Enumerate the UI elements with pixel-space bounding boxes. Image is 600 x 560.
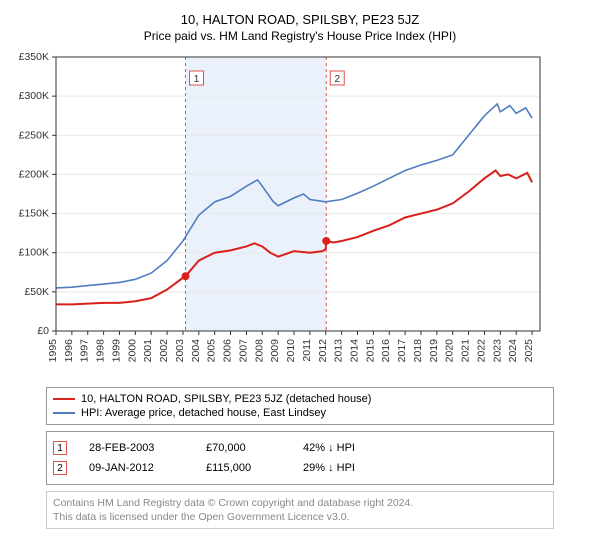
svg-text:2001: 2001 [142, 339, 154, 363]
transaction-price: £115,000 [206, 462, 281, 474]
svg-text:2009: 2009 [269, 339, 281, 363]
license-line: This data is licensed under the Open Gov… [53, 510, 547, 524]
transaction-date: 09-JAN-2012 [89, 462, 184, 474]
transaction-date: 28-FEB-2003 [89, 442, 184, 454]
svg-text:2013: 2013 [333, 339, 345, 363]
transaction-marker-badge: 1 [53, 441, 67, 455]
page-title: 10, HALTON ROAD, SPILSBY, PE23 5JZ [10, 12, 590, 27]
legend-item: HPI: Average price, detached house, East… [53, 406, 547, 420]
svg-text:2016: 2016 [380, 339, 392, 363]
svg-text:2018: 2018 [412, 339, 424, 363]
svg-text:£350K: £350K [19, 51, 49, 63]
svg-text:1997: 1997 [79, 339, 91, 363]
svg-text:2021: 2021 [460, 339, 472, 363]
transaction-row: 1 28-FEB-2003 £70,000 42% ↓ HPI [53, 438, 547, 458]
svg-text:1996: 1996 [63, 339, 75, 363]
svg-text:2023: 2023 [491, 339, 503, 363]
transaction-delta: 29% ↓ HPI [303, 462, 393, 474]
svg-text:2022: 2022 [475, 339, 487, 363]
svg-text:2020: 2020 [444, 339, 456, 363]
svg-text:1999: 1999 [110, 339, 122, 363]
svg-text:2008: 2008 [253, 339, 265, 363]
legend-label: 10, HALTON ROAD, SPILSBY, PE23 5JZ (deta… [81, 393, 371, 405]
svg-text:2011: 2011 [301, 339, 313, 362]
legend: 10, HALTON ROAD, SPILSBY, PE23 5JZ (deta… [46, 387, 554, 425]
chart-container: £0 £50K £100K £150K £200K £250K £300K £350K 1995… [10, 51, 590, 381]
svg-text:£300K: £300K [19, 90, 49, 102]
page-subtitle: Price paid vs. HM Land Registry's House … [10, 29, 590, 43]
transaction-row: 2 09-JAN-2012 £115,000 29% ↓ HPI [53, 458, 547, 478]
svg-text:2017: 2017 [396, 339, 408, 363]
svg-text:£150K: £150K [19, 208, 49, 220]
svg-text:2006: 2006 [222, 339, 234, 363]
license-notice: Contains HM Land Registry data © Crown c… [46, 491, 554, 529]
legend-swatch [53, 412, 75, 414]
price-chart: £0 £50K £100K £150K £200K £250K £300K £350K 1995… [10, 51, 550, 381]
svg-text:2010: 2010 [285, 339, 297, 363]
svg-text:2005: 2005 [206, 339, 218, 363]
svg-text:2: 2 [334, 74, 340, 85]
svg-text:£250K: £250K [19, 129, 49, 141]
transaction-marker-badge: 2 [53, 461, 67, 475]
svg-text:2014: 2014 [349, 339, 361, 363]
svg-text:2015: 2015 [364, 339, 376, 363]
svg-text:2025: 2025 [523, 339, 535, 363]
svg-text:2007: 2007 [237, 339, 249, 363]
svg-text:2019: 2019 [428, 339, 440, 363]
transaction-price: £70,000 [206, 442, 281, 454]
svg-text:1998: 1998 [95, 339, 107, 363]
transaction-delta: 42% ↓ HPI [303, 442, 393, 454]
license-line: Contains HM Land Registry data © Crown c… [53, 496, 547, 510]
legend-swatch [53, 398, 75, 400]
svg-text:2002: 2002 [158, 339, 170, 363]
svg-text:2000: 2000 [126, 339, 138, 363]
legend-item: 10, HALTON ROAD, SPILSBY, PE23 5JZ (deta… [53, 392, 547, 406]
svg-text:£0: £0 [37, 325, 49, 337]
svg-text:1995: 1995 [47, 339, 59, 363]
svg-text:2012: 2012 [317, 339, 329, 363]
transactions-table: 1 28-FEB-2003 £70,000 42% ↓ HPI 2 09-JAN-2012… [46, 431, 554, 485]
svg-text:2004: 2004 [190, 339, 202, 363]
svg-text:2024: 2024 [507, 339, 519, 363]
svg-text:£100K: £100K [19, 247, 49, 259]
svg-text:£200K: £200K [19, 168, 49, 180]
svg-text:1: 1 [194, 74, 200, 85]
legend-label: HPI: Average price, detached house, East… [81, 407, 326, 419]
svg-text:£50K: £50K [24, 286, 49, 298]
svg-text:2003: 2003 [174, 339, 186, 363]
